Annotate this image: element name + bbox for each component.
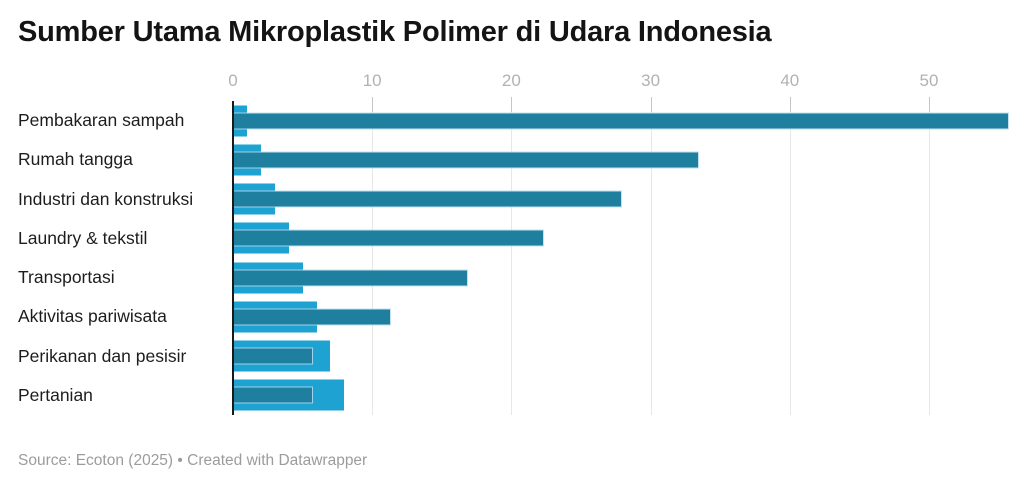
footer-separator: • (177, 452, 183, 469)
gridline (789, 97, 791, 415)
chart-title: Sumber Utama Mikroplastik Polimer di Uda… (18, 16, 772, 48)
bar-dark (233, 230, 544, 246)
bar-dark (233, 152, 698, 168)
bar-group (233, 140, 1018, 179)
tick-mark (650, 97, 652, 112)
bar-dark (233, 309, 391, 325)
tick-mark (511, 97, 513, 112)
category-label: Industri dan konstruksi (18, 188, 194, 209)
x-tick-label: 30 (641, 71, 661, 90)
category-label: Pertanian (18, 384, 93, 405)
bar-group (233, 258, 1018, 297)
x-tick-label: 40 (780, 71, 800, 90)
bar-dark (233, 191, 622, 207)
x-axis: 0 10 20 30 40 50 (0, 71, 1024, 91)
gridline (650, 97, 652, 415)
chart-footer: Source: Ecoton (2025) • Created with Dat… (18, 452, 367, 470)
category-label: Perikanan dan pesisir (18, 345, 187, 366)
tick-mark (789, 97, 791, 112)
bar-group (233, 297, 1018, 336)
bar-dark (233, 270, 467, 286)
category-label: Transportasi (18, 267, 115, 288)
category-label: Aktivitas pariwisata (18, 306, 167, 327)
gridline (511, 97, 513, 415)
tick-mark (372, 97, 374, 112)
tick-mark (929, 97, 930, 112)
plot-area (233, 101, 1018, 415)
x-tick-label: 0 (228, 71, 238, 90)
category-label: Rumah tangga (18, 149, 133, 170)
y-axis-line (232, 101, 234, 415)
source-text: Source: Ecoton (2025) (18, 452, 174, 469)
bar-group (233, 101, 1018, 140)
x-tick-label: 50 (919, 71, 939, 90)
bar-group (233, 376, 1018, 415)
bar-dark (233, 113, 1009, 129)
x-tick-label: 10 (362, 71, 382, 90)
category-label: Pembakaran sampah (18, 110, 185, 131)
bar-dark (233, 348, 313, 364)
bar-group (233, 180, 1018, 219)
category-label: Laundry & tekstil (18, 227, 148, 248)
bar-dark (233, 387, 313, 403)
gridline (372, 97, 374, 415)
datawrapper-attribution-link[interactable]: Created with Datawrapper (187, 452, 368, 469)
x-tick-label: 20 (501, 71, 521, 90)
gridline (929, 97, 930, 415)
category-labels: Pembakaran sampah Rumah tangga Industri da… (18, 101, 193, 415)
bar-group (233, 337, 1018, 376)
bar-group (233, 219, 1018, 258)
